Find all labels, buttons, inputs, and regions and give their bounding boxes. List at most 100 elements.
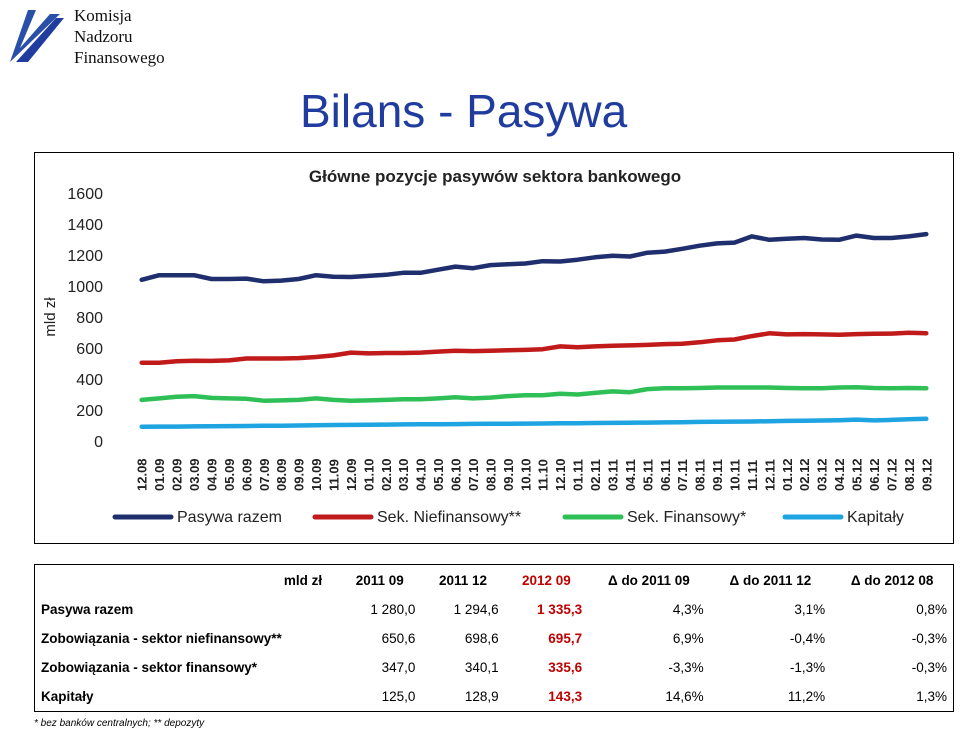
x-tick-label: 01.12 bbox=[780, 458, 795, 491]
x-tick-label: 11.10 bbox=[536, 459, 551, 491]
knf-logo: Komisja Nadzoru Finansowego bbox=[6, 4, 176, 70]
y-tick-label: 1400 bbox=[67, 217, 103, 234]
legend-label-1: Pasywa razem bbox=[177, 509, 282, 526]
table-cell: 14,6% bbox=[665, 689, 704, 704]
logo-line-3: Finansowego bbox=[74, 48, 165, 67]
line-chart: Główne pozycje pasywów sektora bankowego… bbox=[42, 167, 934, 526]
table-row-label: Zobowiązania - sektor finansowy* bbox=[41, 660, 258, 675]
x-tick-label: 06.12 bbox=[867, 458, 882, 491]
table-cell: -0,3% bbox=[911, 631, 947, 646]
y-tick-label: 1600 bbox=[67, 186, 103, 203]
x-tick-label: 05.09 bbox=[222, 458, 237, 491]
x-tick-label: 05.12 bbox=[850, 458, 865, 491]
series-line-1 bbox=[139, 231, 929, 284]
knf-emblem-icon bbox=[10, 10, 64, 62]
x-tick-label: 12.09 bbox=[344, 458, 359, 491]
table-cell: 335,6 bbox=[548, 660, 583, 675]
table-cell: 340,1 bbox=[464, 660, 499, 675]
x-tick-label: 09.12 bbox=[919, 458, 934, 491]
x-tick-label: 07.12 bbox=[884, 458, 899, 491]
x-tick-label: 07.09 bbox=[257, 458, 272, 491]
x-tick-label: 07.11 bbox=[675, 459, 690, 491]
x-tick-label: 02.10 bbox=[379, 458, 394, 491]
x-tick-label: 09.09 bbox=[292, 458, 307, 491]
x-tick-label: 12.08 bbox=[135, 458, 150, 491]
x-tick-label: 04.09 bbox=[204, 458, 219, 491]
x-tick-label: 11.11 bbox=[745, 460, 760, 491]
x-tick-label: 02.09 bbox=[170, 458, 185, 491]
table-row: Kapitały 125,0 128,9 143,3 14,6% 11,2% 1,3% bbox=[35, 682, 954, 712]
x-tick-label: 06.09 bbox=[239, 458, 254, 491]
table-cell: -0,4% bbox=[789, 631, 826, 646]
x-tick-label: 01.10 bbox=[361, 458, 376, 491]
x-tick-label: 03.11 bbox=[605, 459, 620, 491]
table-cell: -1,3% bbox=[789, 660, 826, 675]
x-tick-label: 02.12 bbox=[797, 458, 812, 491]
x-tick-label: 07.10 bbox=[466, 458, 481, 491]
table-cell: 1,3% bbox=[916, 689, 947, 704]
table-cell: 1 280,0 bbox=[370, 602, 416, 617]
x-tick-label: 02.11 bbox=[588, 459, 603, 491]
x-tick-label: 03.09 bbox=[187, 458, 202, 491]
x-tick-label: 11.09 bbox=[327, 459, 342, 491]
x-tick-label: 03.10 bbox=[396, 458, 411, 491]
x-tick-label: 04.11 bbox=[623, 459, 638, 491]
legend-label-2: Sek. Niefinansowy** bbox=[377, 509, 521, 526]
table-cell: 4,3% bbox=[672, 602, 704, 617]
y-tick-label: 1000 bbox=[67, 279, 103, 296]
table-cell: 695,7 bbox=[548, 631, 583, 646]
x-tick-label: 10.11 bbox=[728, 459, 743, 491]
table-cell: -0,3% bbox=[911, 660, 947, 675]
legend-label-3: Sek. Finansowy* bbox=[627, 509, 746, 526]
x-tick-label: 06.11 bbox=[658, 459, 673, 491]
table-cell: 3,1% bbox=[794, 602, 826, 617]
table-header-cell: mld zł bbox=[283, 572, 323, 588]
table-cell: 347,0 bbox=[381, 660, 416, 675]
table-row: Pasywa razem 1 280,0 1 294,6 1 335,3 4,3% 3,1… bbox=[35, 595, 954, 624]
page-title: Bilans - Pasywa bbox=[300, 85, 628, 137]
x-tick-label: 01.11 bbox=[571, 459, 586, 491]
table-cell: 1 335,3 bbox=[537, 602, 583, 617]
x-tick-label: 03.12 bbox=[815, 458, 830, 491]
x-tick-label: 04.12 bbox=[832, 458, 847, 491]
table-cell: 6,9% bbox=[672, 631, 704, 646]
series-line-4 bbox=[139, 416, 929, 429]
chart-frame: Główne pozycje pasywów sektora bankowego… bbox=[34, 152, 954, 544]
table-cell: 1 294,6 bbox=[453, 602, 499, 617]
table-cell: -3,3% bbox=[668, 660, 704, 675]
x-tick-label: 05.11 bbox=[640, 459, 655, 491]
x-tick-label: 09.10 bbox=[501, 458, 516, 491]
table-cell: 650,6 bbox=[381, 631, 416, 646]
table-header-row: mld zł 2011 09 2011 12 2012 09 Δ do 2011 09 Δ… bbox=[35, 565, 954, 596]
table-cell: 11,2% bbox=[787, 689, 826, 704]
y-tick-label: 200 bbox=[76, 403, 103, 420]
series-line-2 bbox=[139, 330, 929, 365]
table-cell: 128,9 bbox=[464, 689, 499, 704]
x-tick-label: 10.09 bbox=[309, 458, 324, 491]
y-tick-label: 400 bbox=[76, 372, 103, 389]
table-row-label: Kapitały bbox=[41, 689, 94, 704]
x-tick-label: 05.10 bbox=[431, 458, 446, 491]
x-tick-label: 08.10 bbox=[483, 458, 498, 491]
x-tick-label: 06.10 bbox=[449, 458, 464, 491]
summary-table: mld zł 2011 09 2011 12 2012 09 Δ do 2011 09 Δ… bbox=[34, 564, 954, 712]
chart-title: Główne pozycje pasywów sektora bankowego bbox=[309, 167, 681, 186]
table-header-cell: Δ do 2011 09 bbox=[607, 572, 690, 588]
footnote: * bez banków centralnych; ** depozyty bbox=[34, 718, 205, 729]
logo-line-1: Komisja bbox=[74, 6, 132, 25]
table-cell: 698,6 bbox=[464, 631, 499, 646]
table-header-cell: Δ do 2011 12 bbox=[729, 572, 812, 588]
table-cell: 0,8% bbox=[916, 602, 947, 617]
table-header-cell: 2011 09 bbox=[355, 572, 404, 588]
x-tick-label: 04.10 bbox=[414, 458, 429, 491]
y-tick-label: 1200 bbox=[67, 248, 103, 265]
legend-label-4: Kapitały bbox=[847, 509, 904, 526]
x-tick-label: 08.12 bbox=[902, 458, 917, 491]
table-cell: 125,0 bbox=[381, 689, 416, 704]
logo-line-2: Nadzoru bbox=[74, 27, 133, 46]
y-tick-label: 0 bbox=[94, 434, 103, 451]
x-tick-label: 08.09 bbox=[274, 458, 289, 491]
x-tick-label: 09.11 bbox=[710, 459, 725, 491]
table-row: Zobowiązania - sektor niefinansowy** 650,… bbox=[35, 624, 954, 653]
table-row-label: Pasywa razem bbox=[41, 602, 134, 617]
